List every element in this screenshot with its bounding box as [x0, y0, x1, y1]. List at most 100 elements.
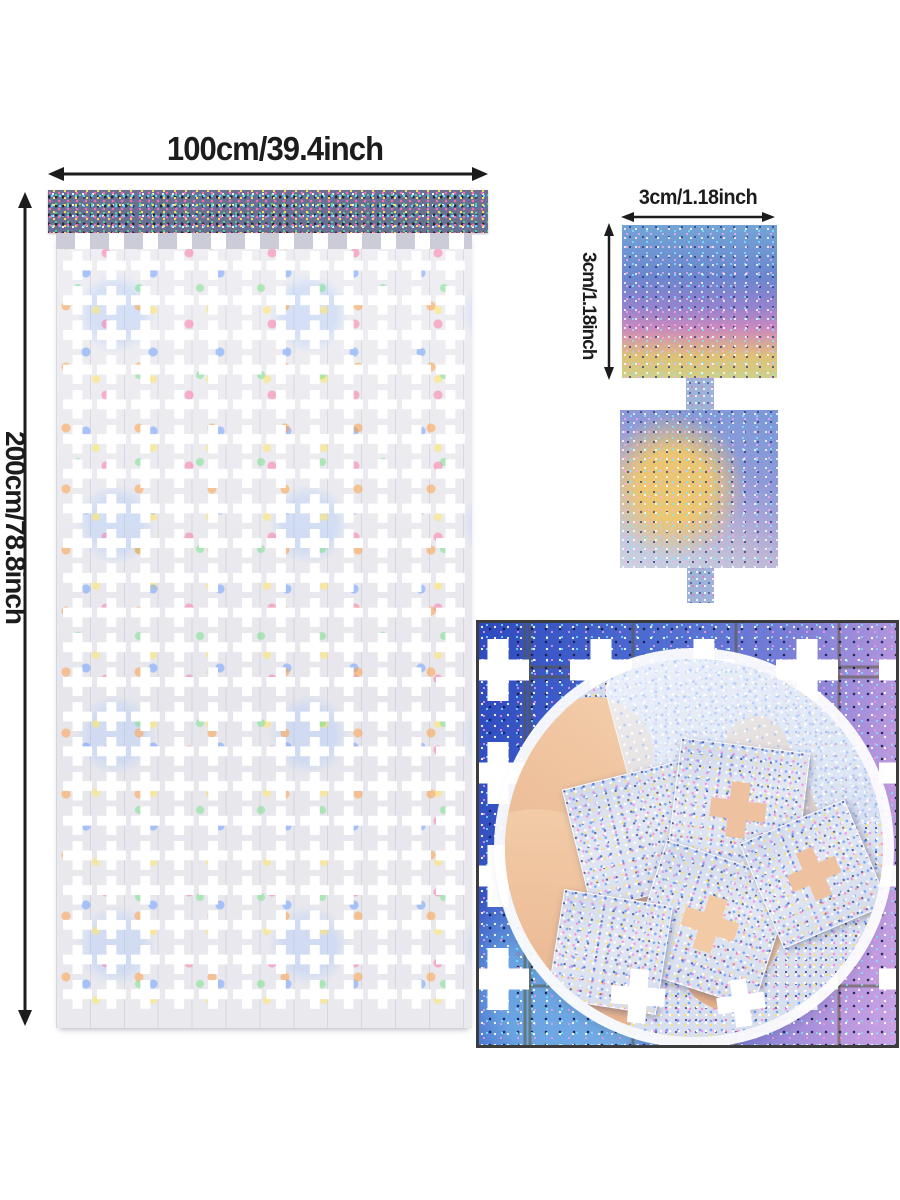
cross-cutout	[334, 459, 364, 489]
cross-cutout	[879, 948, 896, 1010]
cross-cutout	[435, 702, 465, 732]
cross-cutout	[266, 528, 296, 558]
cross-cutout	[300, 910, 330, 940]
cross-cutout	[780, 840, 848, 908]
curtain-width-arrow-icon	[48, 167, 488, 181]
cross-cutout	[402, 355, 431, 385]
cross-cutout	[402, 459, 431, 489]
cross-cutout	[435, 771, 465, 801]
cross-cutout	[198, 910, 228, 940]
cross-cutout	[164, 702, 194, 732]
cross-cutout	[164, 493, 194, 523]
cross-cutout	[96, 771, 126, 801]
cross-cutout	[300, 632, 330, 662]
cross-cutout	[435, 528, 465, 558]
cross-cutout	[232, 840, 262, 870]
cross-cutout	[402, 320, 431, 350]
cross-cutout	[130, 702, 160, 732]
cross-cutout	[198, 493, 228, 523]
cross-cutout	[435, 285, 465, 315]
cross-cutout	[402, 632, 431, 662]
cross-cutout	[266, 424, 296, 454]
cross-cutout	[368, 667, 398, 697]
cross-cutout	[368, 771, 398, 801]
cross-cutout	[130, 840, 160, 870]
cross-cutout	[164, 806, 194, 836]
cross-cutout	[368, 736, 398, 766]
cross-cutout	[130, 459, 160, 489]
cross-cutout	[232, 702, 262, 732]
cross-cutout	[300, 736, 330, 766]
cross-cutout	[402, 736, 431, 766]
cross-cutout	[130, 563, 160, 593]
cross-cutout	[402, 598, 431, 627]
cross-cutout	[130, 632, 160, 662]
cross-cutout	[63, 459, 92, 489]
cross-cutout	[402, 945, 431, 974]
cross-cutout	[164, 459, 194, 489]
cross-cutout	[63, 528, 92, 558]
cross-cutout	[96, 389, 126, 419]
cross-cutout	[96, 251, 126, 280]
cross-cutout	[300, 875, 330, 905]
cross-cutout	[368, 875, 398, 905]
cross-cutout	[63, 355, 92, 385]
cross-cutout	[402, 702, 431, 732]
cross-cutout	[232, 528, 262, 558]
cross-cutout	[130, 598, 160, 627]
cross-cutout	[435, 945, 465, 974]
cross-cutout	[707, 779, 769, 841]
cross-cutout	[164, 355, 194, 385]
cross-cutout	[300, 667, 330, 697]
cross-cutout	[402, 771, 431, 801]
cross-cutout	[232, 320, 262, 350]
cross-cutout	[435, 806, 465, 836]
cross-cutout	[675, 889, 746, 960]
cross-cutout	[334, 667, 364, 697]
cross-cutout	[266, 702, 296, 732]
cross-cutout	[130, 251, 160, 280]
cross-cutout	[232, 285, 262, 315]
cross-cutout	[435, 355, 465, 385]
cross-cutout	[96, 632, 126, 662]
cross-cutout	[402, 667, 431, 697]
cross-cutout	[198, 945, 228, 974]
cross-cutout	[300, 285, 330, 315]
cross-cutout	[334, 285, 364, 315]
cross-cutout	[232, 875, 262, 905]
cross-cutout	[164, 389, 194, 419]
cross-cutout	[198, 702, 228, 732]
cross-cutout	[435, 632, 465, 662]
cross-cutout	[402, 840, 431, 870]
cross-cutout-grid	[56, 233, 472, 1028]
cross-cutout	[232, 459, 262, 489]
cross-cutout	[368, 355, 398, 385]
cross-cutout	[266, 806, 296, 836]
cross-cutout	[198, 563, 228, 593]
cross-cutout	[232, 389, 262, 419]
cross-cutout	[435, 667, 465, 697]
cross-cutout	[63, 771, 92, 801]
cross-cutout	[164, 320, 194, 350]
cross-cutout	[164, 979, 194, 1009]
cross-cutout	[368, 632, 398, 662]
cross-cutout	[300, 598, 330, 627]
cross-cutout	[368, 528, 398, 558]
cross-cutout	[232, 667, 262, 697]
cross-cutout	[435, 320, 465, 350]
cross-cutout	[96, 736, 126, 766]
cross-cutout	[232, 632, 262, 662]
cross-cutout	[334, 806, 364, 836]
cross-cutout	[164, 528, 194, 558]
cross-cutout	[435, 563, 465, 593]
cross-cutout	[130, 945, 160, 974]
cross-cutout	[232, 598, 262, 627]
cross-cutout	[130, 806, 160, 836]
cross-cutout	[232, 355, 262, 385]
curtain-height-arrow-icon	[18, 192, 32, 1026]
cross-cutout	[63, 667, 92, 697]
cross-cutout	[63, 806, 92, 836]
cross-cutout	[266, 320, 296, 350]
cross-cutout	[164, 285, 194, 315]
